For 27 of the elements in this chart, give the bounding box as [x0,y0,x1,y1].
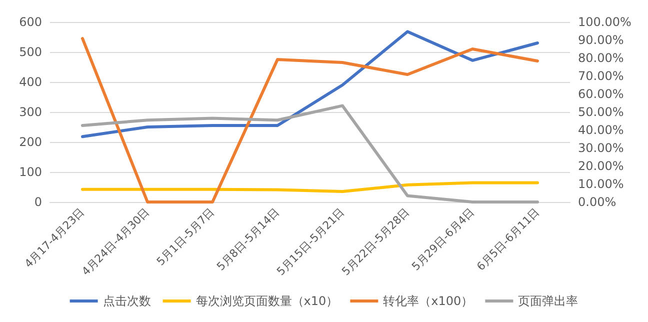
y2-tick-label: 100.00% [578,15,632,29]
line-series [81,37,539,204]
y2-tick-label: 50.00% [578,105,624,119]
y2-tick-label: 10.00% [578,177,624,191]
legend-label: 页面弹出率 [518,294,578,308]
y2-tick-label: 90.00% [578,33,624,47]
legend-label: 转化率（x100） [383,294,474,308]
y2-tick-label: 40.00% [578,123,624,137]
y-tick-label: 200 [19,135,42,149]
y-tick-label: 400 [19,75,42,89]
y-tick-label: 300 [19,105,42,119]
y2-tick-label: 80.00% [578,51,624,65]
y-tick-label: 500 [19,45,42,59]
line-series [81,181,539,193]
y2-tick-label: 60.00% [578,87,624,101]
line-series [81,104,539,204]
y2-tick-label: 30.00% [578,141,624,155]
y-tick-label: 100 [19,165,42,179]
y2-tick-label: 0.00% [578,195,616,209]
y-tick-label: 0 [34,195,42,209]
y2-tick-label: 20.00% [578,159,624,173]
x-tick-label: 5月1日-5月7日 [154,205,218,268]
y2-tick-label: 70.00% [578,69,624,83]
legend-label: 点击次数 [102,294,151,308]
legend-label: 每次浏览页面数量（x10） [196,294,338,308]
y-tick-label: 600 [19,15,42,29]
line-series [81,30,539,138]
